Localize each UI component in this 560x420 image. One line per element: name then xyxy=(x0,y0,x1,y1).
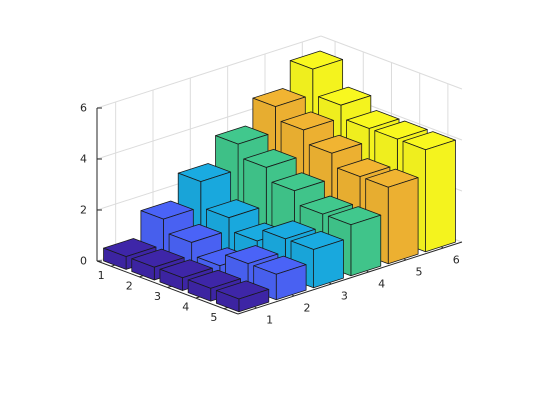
bars xyxy=(103,50,456,313)
y-tick-label: 2 xyxy=(126,279,133,292)
x-tick-label: 5 xyxy=(415,266,422,279)
bar-side xyxy=(215,290,240,313)
bar-front xyxy=(387,177,419,265)
bar-side xyxy=(159,268,183,291)
grid-line xyxy=(96,35,322,109)
tick-labels: 0 2 4 6 1 2 3 4 5 1 2 3 4 5 6 xyxy=(80,102,460,327)
x-tick-label: 4 xyxy=(378,278,385,291)
x-tick-label: 6 xyxy=(453,254,460,267)
bar-front xyxy=(350,214,382,277)
z-tick-label: 2 xyxy=(80,204,87,217)
grid-line xyxy=(320,35,463,90)
x-tick-label: 1 xyxy=(266,314,273,327)
x-tick-label: 3 xyxy=(341,290,348,303)
bar xyxy=(327,206,382,277)
y-tick-label: 4 xyxy=(182,301,189,314)
bar xyxy=(215,280,270,313)
z-tick-label: 6 xyxy=(80,102,87,115)
bar-side xyxy=(103,247,127,270)
bar-side xyxy=(131,258,155,281)
y-tick-label: 1 xyxy=(98,269,105,282)
z-tick-label: 4 xyxy=(80,153,87,166)
bar-side xyxy=(187,279,212,302)
y-tick-label: 3 xyxy=(154,290,161,303)
z-tick-label: 0 xyxy=(80,255,87,268)
x-tick-label: 2 xyxy=(304,302,311,315)
x-axis-line xyxy=(237,241,463,315)
y-tick-label: 5 xyxy=(210,311,217,324)
bar-front xyxy=(425,139,456,253)
